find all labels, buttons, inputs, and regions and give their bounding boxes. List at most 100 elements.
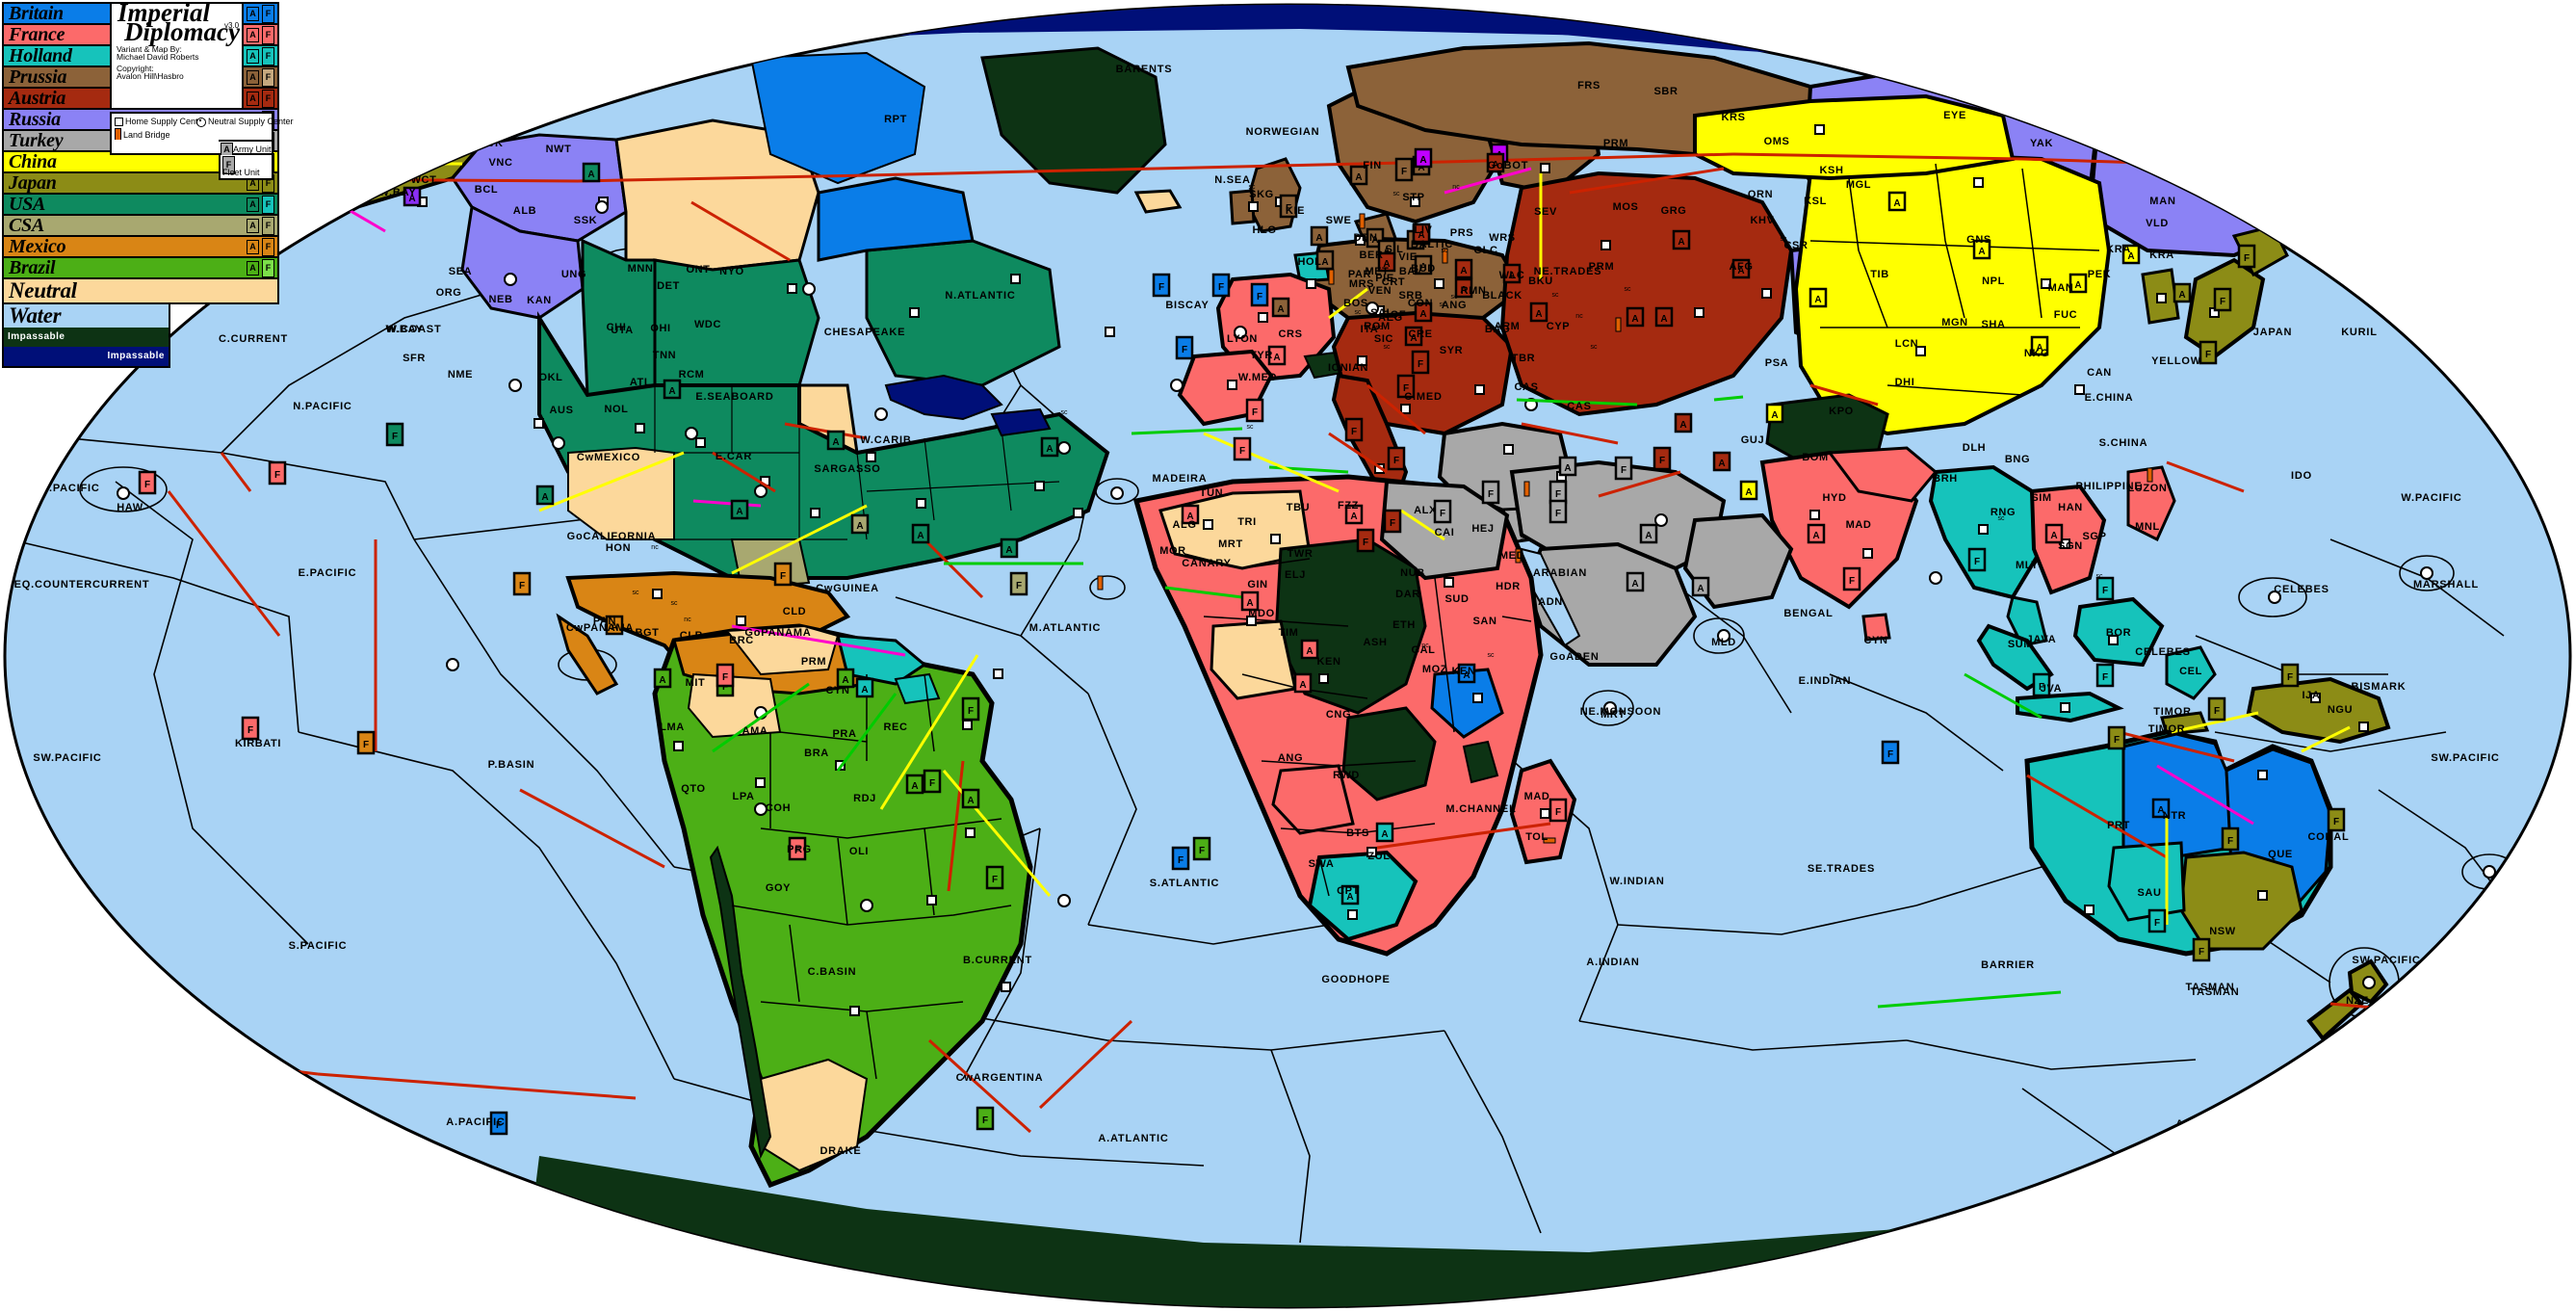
svg-text:QTO: QTO (681, 783, 705, 795)
svg-text:SW.PACIFIC: SW.PACIFIC (2352, 955, 2420, 966)
svg-text:BOM: BOM (1802, 452, 1828, 463)
svg-text:KSH: KSH (1819, 165, 1843, 176)
svg-text:GoPANAMA: GoPANAMA (744, 627, 811, 639)
region-cape-impassable[interactable] (1462, 740, 1499, 784)
region-southafrica[interactable] (1307, 850, 1418, 942)
svg-text:A: A (2074, 280, 2081, 291)
region-india-sc[interactable] (1827, 446, 1939, 503)
svg-text:A: A (736, 507, 742, 517)
region-china-north[interactable] (1693, 93, 2016, 181)
region-malaya[interactable] (2006, 595, 2048, 647)
region-newguinea[interactable] (2246, 676, 2391, 745)
region-ssk[interactable] (653, 258, 820, 387)
svg-text:DLH: DLH (1963, 442, 1986, 454)
svg-text:W.PACIFIC: W.PACIFIC (39, 483, 99, 494)
legend-power-name: Austria (9, 88, 66, 109)
svg-text:FZZ: FZZ (1338, 500, 1359, 512)
svg-text:SUM: SUM (2008, 639, 2033, 650)
sea-box-mauritius[interactable] (1582, 690, 1634, 726)
svg-text:CAI: CAI (1435, 527, 1455, 538)
region-cyn[interactable] (894, 672, 941, 705)
svg-text:A: A (1697, 584, 1704, 594)
legend-row-csa[interactable]: CSA A F (2, 214, 279, 237)
region-baja[interactable] (556, 613, 619, 695)
sea-box-cabverde[interactable] (1089, 575, 1126, 600)
svg-text:UNG: UNG (561, 269, 586, 280)
neutral-supply-center-label: Neutral Supply Center (208, 117, 294, 126)
svg-text:F: F (1182, 345, 1187, 355)
region-congo-impassable[interactable] (1341, 706, 1437, 801)
svg-text:VIE: VIE (1398, 251, 1418, 263)
svg-text:F: F (274, 470, 280, 481)
region-kenya[interactable] (1430, 668, 1504, 739)
region-timor[interactable] (2160, 711, 2210, 736)
sea-box-bismarck[interactable] (2238, 577, 2307, 617)
unit-counters[interactable]: A A A F A A A A A A A A F F F F F (138, 143, 2346, 1136)
svg-text:MOZ: MOZ (1422, 664, 1447, 675)
region-philippines[interactable] (2126, 465, 2176, 542)
svg-text:BALTIC: BALTIC (1411, 239, 1453, 250)
svg-text:CwARGENTINA: CwARGENTINA (956, 1072, 1044, 1084)
region-andes-impassable[interactable] (709, 845, 772, 1160)
region-rpt-water[interactable] (817, 176, 975, 262)
svg-text:BISCAY: BISCAY (1165, 300, 1209, 311)
legend-army-icon: A (247, 70, 259, 85)
legend-row-water[interactable]: Water (2, 302, 170, 329)
region-sahel-neutral[interactable] (1210, 619, 1297, 700)
legend-power-name: CSA (9, 215, 44, 236)
svg-text:BARRIER: BARRIER (1981, 959, 2035, 971)
great-lakes (884, 374, 1003, 421)
svg-text:CRE: CRE (1408, 328, 1432, 340)
region-sau[interactable] (2107, 841, 2186, 922)
svg-text:AEG: AEG (1378, 312, 1403, 324)
sea-box-marshall[interactable] (2399, 555, 2455, 591)
legend-row-mexico[interactable]: Mexico A F (2, 235, 279, 258)
region-iceland[interactable] (1133, 189, 1183, 214)
region-nsw[interactable] (2179, 851, 2303, 951)
svg-text:A: A (1277, 304, 1284, 315)
region-bcl[interactable] (460, 204, 585, 320)
impassable-land-label: Impassable (8, 331, 65, 342)
svg-text:CwPANAMA: CwPANAMA (566, 622, 634, 634)
svg-text:MLY: MLY (2016, 560, 2039, 571)
svg-text:C.BASIN: C.BASIN (808, 966, 857, 978)
svg-text:A: A (842, 675, 848, 686)
region-ntr[interactable] (2121, 732, 2234, 859)
svg-text:NTR: NTR (2163, 810, 2186, 822)
legend-power-name: Japan (9, 172, 57, 194)
region-hudson-bay[interactable] (749, 51, 926, 185)
region-ireland[interactable] (1229, 189, 1256, 225)
svg-text:RCM: RCM (679, 369, 705, 380)
impassable-sea-label: Impassable (107, 351, 165, 361)
region-newzealand-2[interactable] (2306, 987, 2364, 1041)
legend-row-neutral[interactable]: Neutral (2, 277, 279, 304)
svg-text:nc: nc (1575, 313, 1583, 320)
region-egypt-turkey[interactable] (1379, 479, 1510, 581)
svg-text:A: A (1186, 512, 1193, 522)
svg-text:VEN: VEN (1368, 285, 1392, 297)
region-russia-europe[interactable] (1499, 171, 1794, 417)
svg-text:A: A (1631, 579, 1638, 590)
legend-power-name: Russia (9, 109, 61, 130)
region-borneo[interactable] (2072, 596, 2165, 668)
region-angola[interactable] (1271, 764, 1355, 835)
legend-row-brazil[interactable]: Brazil A F (2, 256, 279, 279)
svg-text:F: F (1401, 167, 1407, 177)
svg-text:F: F (1555, 807, 1561, 818)
key-fleet-row: F Fleet Unit (219, 155, 273, 180)
svg-text:NORWEGIAN: NORWEGIAN (1246, 126, 1320, 138)
sea-box-hawaii[interactable] (79, 466, 168, 512)
svg-text:A.ATLANTIC: A.ATLANTIC (1098, 1133, 1168, 1144)
sea-box-maldives[interactable] (1693, 617, 1745, 654)
svg-text:SWE: SWE (1326, 215, 1352, 226)
legend-row-usa[interactable]: USA A F (2, 193, 279, 216)
svg-text:sc: sc (633, 590, 640, 596)
region-persia[interactable] (1682, 512, 1794, 610)
region-celebes[interactable] (2165, 645, 2217, 700)
svg-text:PEK: PEK (2088, 269, 2111, 280)
svg-text:LYON: LYON (1227, 333, 1258, 345)
region-ceylon[interactable] (1861, 613, 1891, 642)
